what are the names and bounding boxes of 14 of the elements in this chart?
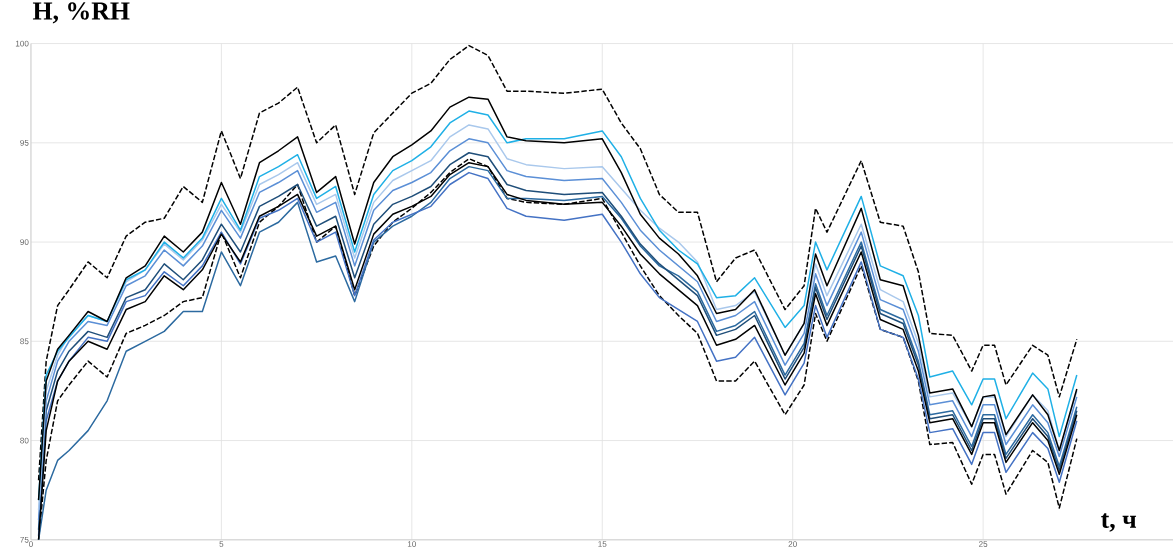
x-tick-label: 15 bbox=[598, 541, 607, 547]
y-tick-label: 100 bbox=[15, 40, 29, 47]
x-tick-label: 25 bbox=[978, 541, 988, 548]
y-tick-label: 80 bbox=[20, 437, 29, 444]
y-tick-label: 85 bbox=[20, 338, 29, 345]
y-tick-label: 75 bbox=[20, 537, 29, 543]
x-tick-label: 10 bbox=[407, 541, 417, 548]
x-tick-label: 5 bbox=[219, 541, 224, 547]
y-tick-label: 90 bbox=[20, 239, 29, 246]
y-axis-title: H, %RH bbox=[32, 2, 130, 24]
x-tick-label: 20 bbox=[788, 541, 797, 548]
x-tick-label: 0 bbox=[29, 541, 33, 548]
x-axis-title: t, ч bbox=[1101, 513, 1137, 532]
y-tick-label: 95 bbox=[20, 140, 29, 146]
